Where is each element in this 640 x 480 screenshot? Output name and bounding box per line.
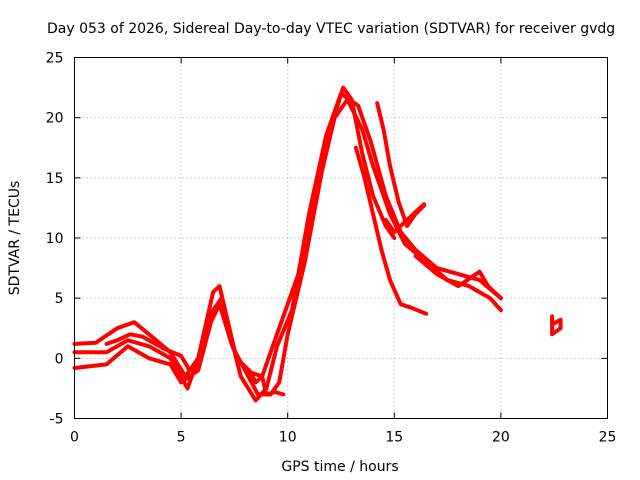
series-track-7 xyxy=(413,254,503,301)
series-track-10 xyxy=(247,368,286,397)
y-tick-label: 10 xyxy=(46,231,64,247)
series-track-5 xyxy=(375,101,427,228)
chart-title: Day 053 of 2026, Sidereal Day-to-day VTE… xyxy=(47,21,615,37)
x-tick-label: 20 xyxy=(492,430,510,446)
y-tick-label: 0 xyxy=(55,351,64,367)
y-tick-label: 5 xyxy=(55,291,64,307)
axes-ticks: 0 5 10 15 20 25 -5 0 5 10 15 20 25 xyxy=(46,51,617,446)
y-axis-label: SDTVAR / TECUs xyxy=(7,181,23,296)
y-tick-label: 20 xyxy=(46,111,64,127)
x-tick-label: 15 xyxy=(385,430,403,446)
series-track-9 xyxy=(104,332,192,373)
x-tick-label: 5 xyxy=(177,430,186,446)
series-group xyxy=(72,85,563,403)
series-track-2 xyxy=(72,91,503,403)
y-tick-label: -5 xyxy=(50,412,64,428)
series-track-8 xyxy=(550,314,563,337)
y-tick-label: 25 xyxy=(46,51,64,67)
series-track-1 xyxy=(72,85,397,379)
x-tick-label: 10 xyxy=(279,430,297,446)
series-track-6 xyxy=(383,202,427,234)
x-axis-label: GPS time / hours xyxy=(281,459,398,475)
series-track-4 xyxy=(353,145,429,316)
y-tick-label: 15 xyxy=(46,171,64,187)
grid xyxy=(74,57,608,419)
series-track-3 xyxy=(72,97,503,397)
x-tick-label: 25 xyxy=(599,430,617,446)
x-tick-label: 0 xyxy=(70,430,79,446)
